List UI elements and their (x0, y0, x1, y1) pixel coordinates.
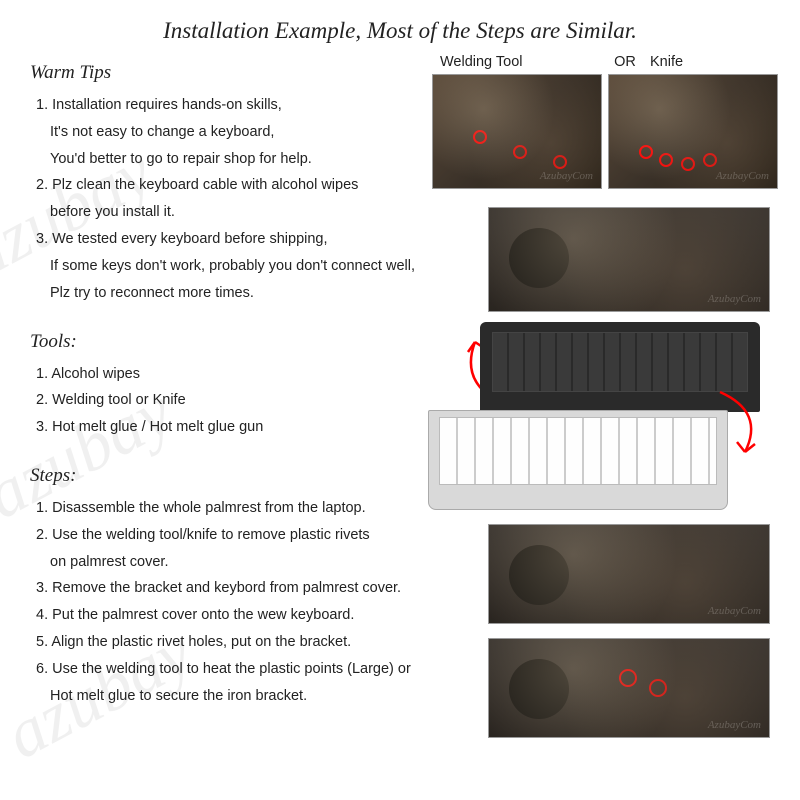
step-line: 1. Disassemble the whole palmrest from t… (30, 495, 450, 522)
knife-photo: AzubayCom (608, 74, 778, 189)
steps-section: Steps: 1. Disassemble the whole palmrest… (30, 465, 450, 710)
welding-tool-label: Welding Tool (440, 54, 600, 70)
photo-watermark: AzubayCom (708, 719, 761, 731)
photo-watermark: AzubayCom (716, 170, 769, 182)
step-line: 2. Use the welding tool/knife to remove … (30, 522, 450, 549)
tip-line: It's not easy to change a keyboard, (30, 119, 450, 146)
tool-line: 2. Welding tool or Knife (30, 387, 450, 414)
content-area: azubay azubay azubay Warm Tips 1. Instal… (0, 54, 800, 794)
tip-line: Plz try to reconnect more times. (30, 280, 450, 307)
warm-tips-section: Warm Tips 1. Installation requires hands… (30, 62, 450, 307)
warm-tips-heading: Warm Tips (30, 62, 450, 84)
page-title: Installation Example, Most of the Steps … (0, 0, 800, 54)
tip-line: If some keys don't work, probably you do… (30, 253, 450, 280)
tip-line: 1. Installation requires hands-on skills… (30, 92, 450, 119)
right-column: Welding Tool OR Knife AzubayCom AzubayCo… (420, 54, 800, 738)
step-line: 4. Put the palmrest cover onto the wew k… (30, 602, 450, 629)
steps-heading: Steps: (30, 465, 450, 487)
photo-watermark: AzubayCom (708, 605, 761, 617)
bracket-removal-photo: AzubayCom (488, 524, 770, 624)
left-column: Warm Tips 1. Installation requires hands… (30, 62, 450, 709)
tip-line: You'd better to go to repair shop for he… (30, 146, 450, 173)
tip-line: before you install it. (30, 199, 450, 226)
tip-line: 2. Plz clean the keyboard cable with alc… (30, 172, 450, 199)
keyboard-flip-diagram (420, 322, 760, 512)
tool-line: 3. Hot melt glue / Hot melt glue gun (30, 414, 450, 441)
or-label: OR (600, 54, 650, 70)
tool-line: 1. Alcohol wipes (30, 361, 450, 388)
step-line: on palmrest cover. (30, 549, 450, 576)
tip-line: 3. We tested every keyboard before shipp… (30, 226, 450, 253)
tool-photos-row: AzubayCom AzubayCom (420, 74, 800, 189)
welding-tool-photo: AzubayCom (432, 74, 602, 189)
step-line: 3. Remove the bracket and keybord from p… (30, 575, 450, 602)
step-line: 6. Use the welding tool to heat the plas… (30, 656, 450, 683)
step-line: 5. Align the plastic rivet holes, put on… (30, 629, 450, 656)
step-line: Hot melt glue to secure the iron bracket… (30, 683, 450, 710)
tool-labels-row: Welding Tool OR Knife (420, 54, 800, 70)
knife-label: Knife (650, 54, 770, 70)
curved-arrow-right-icon (710, 382, 770, 462)
tools-section: Tools: 1. Alcohol wipes 2. Welding tool … (30, 331, 450, 441)
bracket-secure-photo: AzubayCom (488, 638, 770, 738)
palmrest-back-photo: AzubayCom (488, 207, 770, 312)
keyboard-light-graphic (428, 410, 728, 510)
photo-watermark: AzubayCom (540, 170, 593, 182)
tools-heading: Tools: (30, 331, 450, 353)
photo-watermark: AzubayCom (708, 293, 761, 305)
